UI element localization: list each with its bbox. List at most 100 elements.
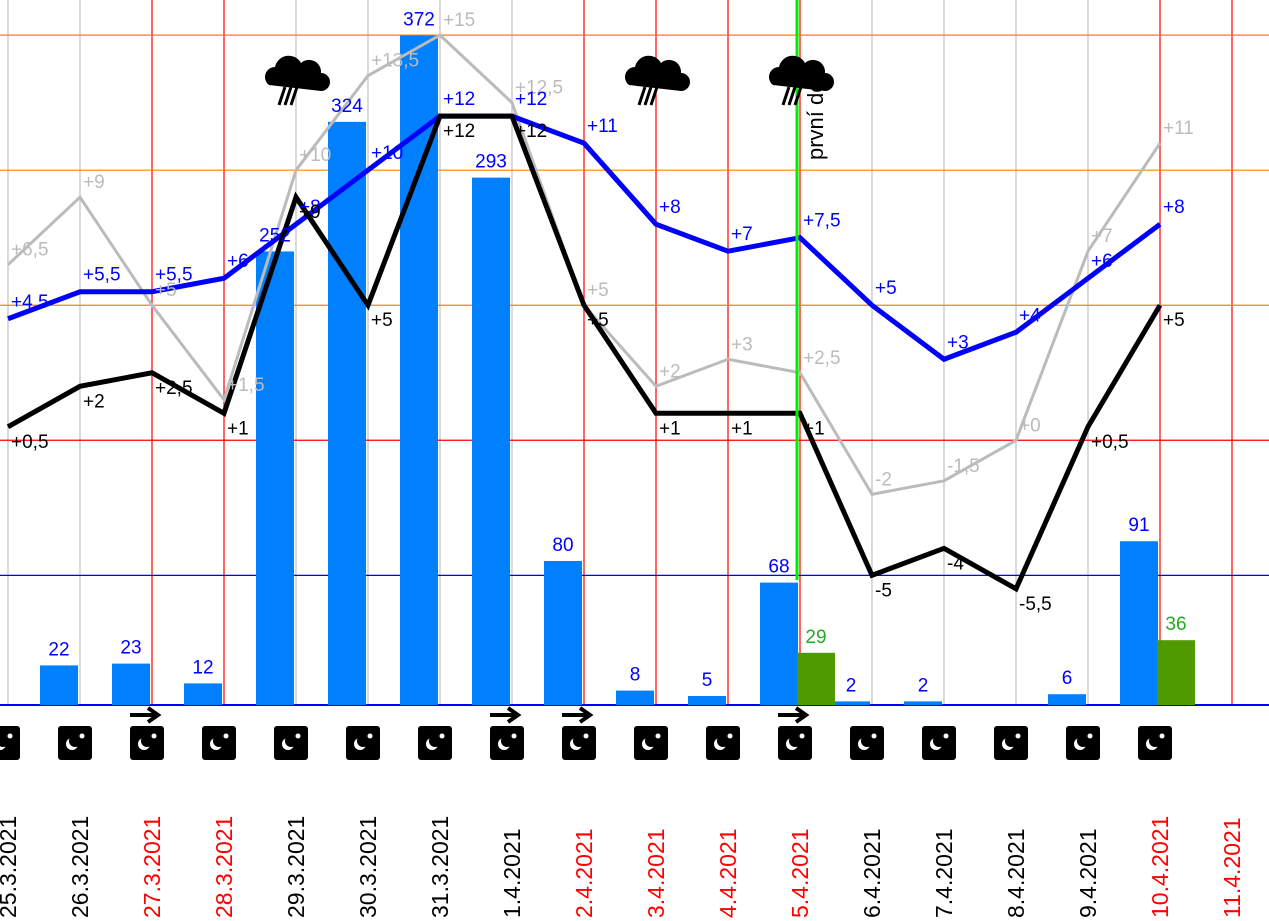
line-value-label: +13,5 <box>371 51 419 72</box>
icon-moon-cut <box>501 735 513 747</box>
day-icon <box>0 726 20 760</box>
line-value-label: +7 <box>1091 226 1113 247</box>
x-tick-label: 7.4.2021 <box>931 828 957 918</box>
x-tick-label: 26.3.2021 <box>67 816 93 918</box>
day-icon <box>634 726 668 760</box>
bar-value-label: 12 <box>192 657 213 678</box>
x-tick-label: 25.3.2021 <box>0 816 21 918</box>
line-value-label: +5 <box>587 310 609 331</box>
wind-arrow <box>562 706 594 724</box>
bar-value-label: 6 <box>1062 668 1073 689</box>
line-value-label: +0,5 <box>11 432 49 453</box>
bar <box>797 652 835 705</box>
x-tick-label: 11.4.2021 <box>1219 817 1245 918</box>
line-value-label: +5,5 <box>155 265 193 286</box>
x-tick-label: 28.3.2021 <box>211 816 237 918</box>
cloud <box>265 55 330 91</box>
bar <box>832 701 870 705</box>
icon-moon-cut <box>645 735 657 747</box>
line-value-label: +0,5 <box>1091 432 1129 453</box>
icon-star <box>367 733 373 739</box>
icon-moon-cut <box>1149 735 1161 747</box>
line-value-label: +9 <box>299 202 321 223</box>
line-value-label: -2 <box>875 469 892 490</box>
day-icon <box>58 726 92 760</box>
icon-moon-cut <box>861 735 873 747</box>
bar <box>400 35 438 706</box>
icon-star <box>799 733 805 739</box>
x-tick-label: 9.4.2021 <box>1075 828 1101 918</box>
line-value-label: +5 <box>371 310 393 331</box>
line-value-label: +1 <box>227 418 249 439</box>
bar-value-label: 5 <box>702 670 713 691</box>
line-value-label: +1 <box>731 418 753 439</box>
x-tick-label: 6.4.2021 <box>859 828 885 918</box>
icon-moon-cut <box>69 735 81 747</box>
day-icon <box>994 726 1028 760</box>
line-value-label: +5 <box>587 280 609 301</box>
icon-star <box>151 733 157 739</box>
line-value-label: +2 <box>83 391 105 412</box>
x-tick-label: 5.4.2021 <box>787 828 813 918</box>
day-icon <box>130 726 164 760</box>
rain-icon <box>769 55 834 106</box>
bar <box>256 251 294 705</box>
icon-moon-cut <box>213 735 225 747</box>
bar <box>688 696 726 705</box>
bar-value-label: 36 <box>1165 614 1186 635</box>
icon-star <box>727 733 733 739</box>
x-tick-label: 31.3.2021 <box>427 816 453 918</box>
x-tick-label: 10.4.2021 <box>1147 816 1173 918</box>
bar <box>1120 541 1158 705</box>
icon-star <box>655 733 661 739</box>
bar <box>544 561 582 705</box>
bar-value-label: 2 <box>846 675 857 696</box>
day-icon <box>1138 726 1172 760</box>
icon-star <box>1159 733 1165 739</box>
line-value-label: +12 <box>515 89 547 110</box>
bar-value-label: 29 <box>805 627 826 648</box>
day-icon <box>202 726 236 760</box>
line-value-label: +15 <box>443 10 475 31</box>
line-value-label: -1,5 <box>947 456 980 477</box>
bar <box>112 663 150 705</box>
wind-arrow <box>130 706 162 724</box>
icon-star <box>871 733 877 739</box>
line-value-label: +6 <box>227 251 249 272</box>
bar-value-label: 22 <box>48 639 69 660</box>
x-tick-label: 30.3.2021 <box>355 816 381 918</box>
line-value-label: +6 <box>1091 251 1113 272</box>
bar-value-label: 68 <box>768 557 789 578</box>
cloud <box>625 55 690 91</box>
line <box>7 113 1162 363</box>
line-value-label: +4,5 <box>11 292 49 313</box>
icon-star <box>7 733 13 739</box>
icon-star <box>223 733 229 739</box>
rain-icon <box>265 55 330 106</box>
line-value-label: +0 <box>1019 415 1041 436</box>
icon-moon-cut <box>357 735 369 747</box>
x-tick-label: 29.3.2021 <box>283 816 309 918</box>
x-tick-label: 3.4.2021 <box>643 828 669 918</box>
bar-value-label: 293 <box>475 152 507 173</box>
line-value-label: +8 <box>299 197 321 218</box>
bar-value-label: 2 <box>918 675 929 696</box>
bar <box>616 690 654 705</box>
line-value-label: +8 <box>1163 197 1185 218</box>
icon-moon-cut <box>1077 735 1089 747</box>
icon-star <box>511 733 517 739</box>
icon-star <box>79 733 85 739</box>
day-icon <box>346 726 380 760</box>
line-value-label: +12,5 <box>515 78 563 99</box>
icon-star <box>943 733 949 739</box>
line-value-label: +7,5 <box>803 211 841 232</box>
day-icon <box>922 726 956 760</box>
line-value-label: +11 <box>1163 118 1194 139</box>
bar <box>1157 640 1195 705</box>
line-value-label: +8 <box>659 197 681 218</box>
day-icon <box>562 726 596 760</box>
rain <box>277 86 299 106</box>
icon-star <box>583 733 589 739</box>
day-icon <box>418 726 452 760</box>
